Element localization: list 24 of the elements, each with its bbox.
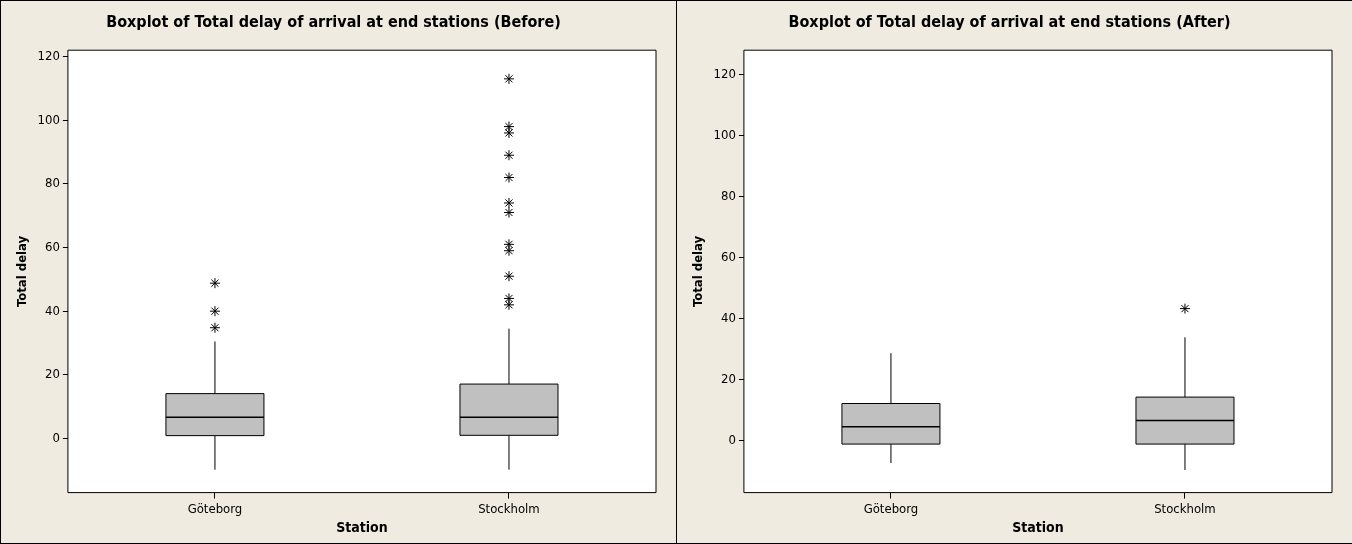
chart-title: Boxplot of Total delay of arrival at end stations (After) bbox=[788, 11, 1231, 31]
y-tick-label: 80 bbox=[721, 188, 736, 204]
y-tick-label: 20 bbox=[45, 366, 60, 382]
y-tick-label: 60 bbox=[45, 238, 60, 254]
y-tick-label: 0 bbox=[728, 432, 736, 448]
y-tick-label: 60 bbox=[721, 249, 736, 265]
x-axis-title: Station bbox=[1012, 519, 1064, 536]
y-tick-label: 100 bbox=[37, 111, 60, 127]
x-tick-label: Stockholm bbox=[478, 500, 540, 516]
y-tick-label: 80 bbox=[45, 175, 60, 191]
y-tick-label: 120 bbox=[713, 65, 736, 81]
x-axis-title: Station bbox=[336, 519, 388, 536]
y-tick-label: 100 bbox=[713, 127, 736, 142]
x-tick-label: Göteborg bbox=[863, 500, 919, 516]
y-tick-label: 20 bbox=[721, 371, 736, 387]
x-tick-label: Stockholm bbox=[1154, 500, 1216, 516]
x-tick-label: Göteborg bbox=[187, 500, 243, 516]
y-tick-label: 40 bbox=[45, 302, 60, 318]
y-tick-label: 40 bbox=[721, 310, 736, 326]
y-axis-title: Total delay bbox=[14, 235, 30, 308]
y-axis-title: Total delay bbox=[690, 235, 706, 308]
chart-title: Boxplot of Total delay of arrival at end stations (Before) bbox=[106, 11, 561, 31]
y-tick-label: 0 bbox=[52, 429, 60, 445]
y-tick-label: 120 bbox=[37, 47, 60, 63]
